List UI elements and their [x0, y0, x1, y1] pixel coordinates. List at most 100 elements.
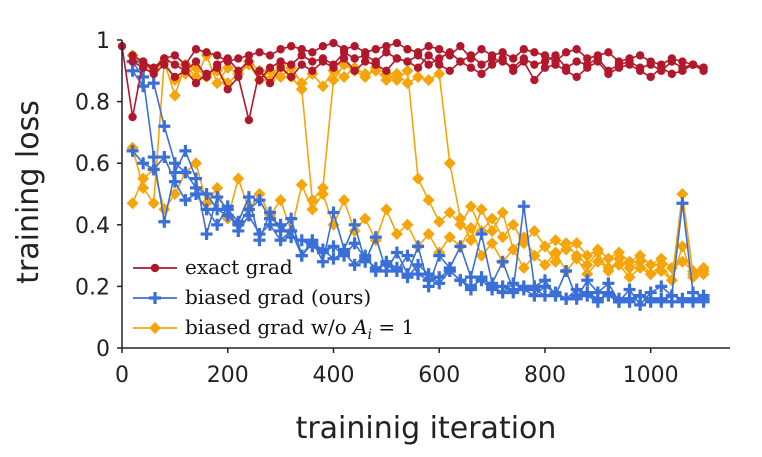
data-point-biased-grad-ours	[412, 240, 425, 253]
data-point-exact-grad	[382, 66, 391, 76]
data-point-biased-grad-w-o-a-i-1	[644, 268, 657, 281]
data-point-biased-grad-ours	[232, 224, 245, 237]
data-point-biased-grad-ours	[200, 228, 213, 241]
data-point-biased-grad-ours	[369, 231, 382, 244]
data-point-biased-grad-w-o-a-i-1	[464, 221, 477, 234]
x-tick-label: 0	[115, 363, 129, 388]
data-point-biased-grad-w-o-a-i-1	[412, 70, 425, 83]
data-point-biased-grad-ours	[517, 200, 530, 213]
data-point-biased-grad-ours	[538, 280, 551, 293]
data-point-exact-grad	[339, 48, 349, 57]
data-point-biased-grad-ours	[158, 120, 171, 133]
data-point-biased-grad-w-o-a-i-1	[538, 240, 551, 253]
data-point-exact-grad	[593, 54, 603, 63]
data-point-exact-grad	[361, 57, 370, 66]
data-point-biased-grad-ours	[179, 144, 192, 157]
data-point-biased-grad-w-o-a-i-1	[570, 252, 583, 265]
data-point-biased-grad-w-o-a-i-1	[401, 64, 414, 77]
data-point-biased-grad-ours	[327, 252, 340, 265]
data-point-biased-grad-w-o-a-i-1	[517, 261, 530, 274]
data-point-biased-grad-ours	[623, 295, 636, 308]
data-point-exact-grad	[604, 66, 613, 76]
data-point-exact-grad	[181, 60, 190, 69]
data-point-exact-grad	[297, 45, 306, 54]
data-point-exact-grad	[382, 48, 391, 57]
data-point-exact-grad	[318, 54, 328, 63]
x-tick-label: 1000	[623, 363, 679, 388]
data-point-biased-grad-ours	[475, 228, 488, 241]
data-point-biased-grad-w-o-a-i-1	[623, 271, 636, 284]
legend-swatch-marker	[150, 263, 160, 273]
data-point-biased-grad-w-o-a-i-1	[602, 261, 615, 274]
y-tick-label: 0.8	[75, 91, 110, 116]
data-point-biased-grad-w-o-a-i-1	[486, 212, 499, 225]
data-point-biased-grad-w-o-a-i-1	[475, 203, 488, 216]
data-point-exact-grad	[561, 48, 571, 57]
data-point-biased-grad-ours	[295, 249, 308, 262]
data-point-biased-grad-ours	[655, 280, 668, 293]
legend: exact grad biased grad (ours) biased grad …	[133, 255, 414, 343]
data-point-exact-grad	[276, 63, 285, 72]
data-point-biased-grad-ours	[454, 274, 467, 287]
data-point-biased-grad-w-o-a-i-1	[475, 249, 488, 262]
data-point-exact-grad	[255, 48, 264, 57]
data-point-biased-grad-ours	[496, 286, 509, 299]
data-point-exact-grad	[445, 66, 454, 76]
data-point-exact-grad	[466, 51, 476, 60]
data-point-biased-grad-w-o-a-i-1	[380, 74, 393, 87]
data-point-biased-grad-ours	[158, 151, 171, 164]
data-point-biased-grad-w-o-a-i-1	[433, 215, 446, 228]
data-point-exact-grad	[540, 51, 550, 60]
data-point-biased-grad-ours	[390, 261, 403, 274]
y-tick-label: 1	[96, 29, 110, 54]
data-point-biased-grad-ours	[443, 265, 456, 277]
data-point-exact-grad	[614, 60, 624, 69]
y-ticks: 0 0.2 0.4 0.6 0.8 1	[75, 29, 122, 362]
data-point-exact-grad	[657, 66, 666, 76]
data-point-exact-grad	[244, 115, 254, 125]
data-point-biased-grad-ours	[602, 286, 615, 299]
data-point-exact-grad	[223, 54, 232, 63]
data-point-biased-grad-ours	[200, 203, 213, 216]
data-point-biased-grad-ours	[581, 289, 594, 302]
data-point-biased-grad-w-o-a-i-1	[316, 80, 329, 93]
data-point-exact-grad	[519, 45, 529, 54]
data-point-biased-grad-ours	[549, 286, 562, 299]
data-point-biased-grad-w-o-a-i-1	[496, 231, 509, 244]
data-point-biased-grad-ours	[190, 172, 203, 185]
data-point-exact-grad	[276, 45, 285, 54]
data-point-biased-grad-ours	[306, 237, 319, 250]
data-point-biased-grad-w-o-a-i-1	[232, 172, 245, 185]
data-point-biased-grad-w-o-a-i-1	[486, 224, 499, 237]
data-point-biased-grad-w-o-a-i-1	[591, 255, 604, 268]
data-point-biased-grad-w-o-a-i-1	[412, 172, 425, 185]
data-point-exact-grad	[530, 75, 539, 85]
data-point-biased-grad-w-o-a-i-1	[507, 243, 520, 256]
data-point-biased-grad-ours	[253, 228, 266, 241]
data-point-exact-grad	[138, 57, 148, 66]
data-point-biased-grad-w-o-a-i-1	[634, 261, 647, 274]
data-point-exact-grad	[212, 60, 222, 69]
data-point-exact-grad	[170, 51, 180, 60]
data-point-exact-grad	[583, 54, 592, 63]
data-point-biased-grad-ours	[686, 295, 699, 308]
data-point-biased-grad-ours	[327, 240, 340, 253]
data-point-biased-grad-ours	[591, 295, 604, 308]
data-point-biased-grad-ours	[528, 289, 541, 302]
data-point-exact-grad	[424, 60, 433, 69]
data-point-exact-grad	[297, 60, 306, 69]
legend-label: biased grad w/o Ai = 1	[185, 315, 414, 343]
data-point-exact-grad	[583, 60, 592, 69]
data-point-biased-grad-ours	[348, 237, 361, 250]
data-point-biased-grad-w-o-a-i-1	[359, 70, 372, 83]
data-point-exact-grad	[456, 57, 465, 66]
data-point-biased-grad-w-o-a-i-1	[274, 70, 287, 83]
data-point-biased-grad-w-o-a-i-1	[496, 206, 509, 219]
data-point-biased-grad-w-o-a-i-1	[665, 274, 678, 287]
data-point-exact-grad	[604, 48, 613, 57]
data-point-biased-grad-w-o-a-i-1	[655, 265, 668, 277]
data-point-exact-grad	[688, 60, 698, 69]
data-point-exact-grad	[477, 60, 486, 69]
data-point-exact-grad	[170, 60, 180, 69]
